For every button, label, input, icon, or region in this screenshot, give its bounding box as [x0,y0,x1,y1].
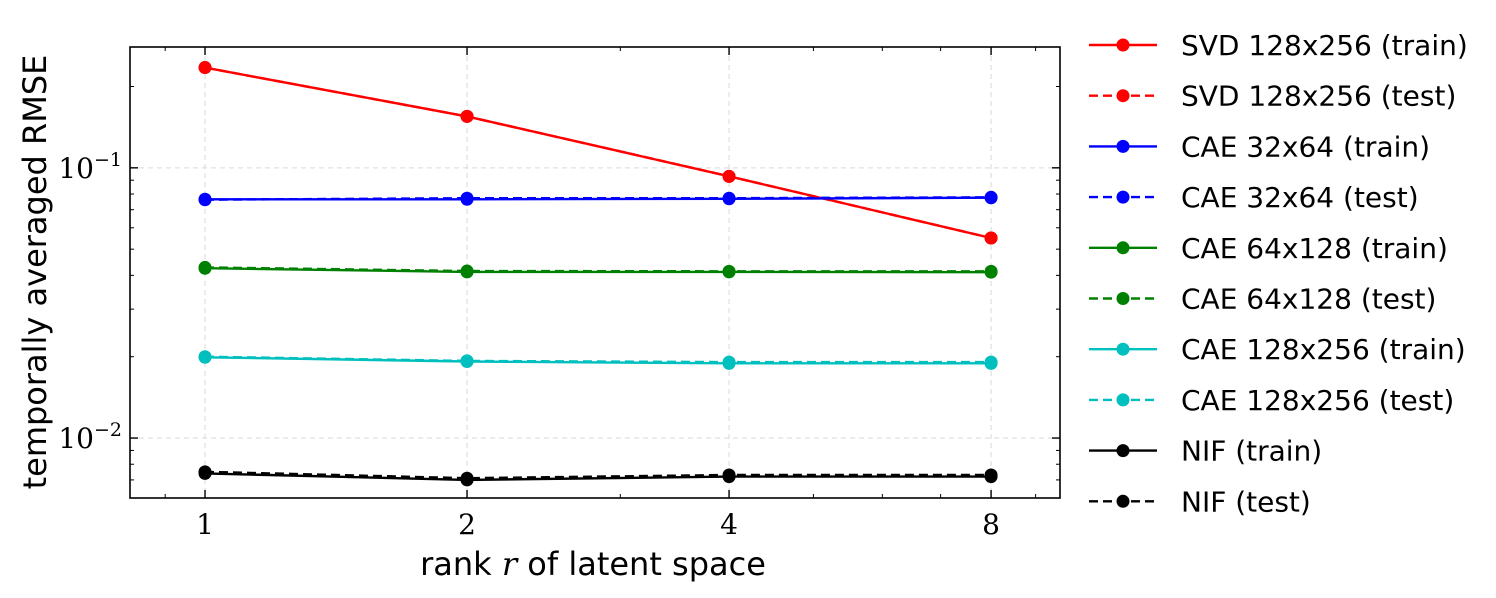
legend-marker [1116,190,1130,204]
series-point [460,354,474,368]
legend-item: NIF (train) [1089,435,1322,468]
y-tick-label: 10−1 [58,149,122,185]
legend-item: NIF (test) [1089,485,1311,518]
series-line [204,472,992,482]
legend-item: SVD 128x256 (test) [1089,80,1456,113]
legend-marker [1116,393,1130,407]
series-line [204,356,992,365]
y-tick-label-base: 10 [58,152,94,185]
series-point [198,61,212,75]
series-6 [198,350,998,370]
y-tick-label-base: 10 [58,422,94,455]
x-axis-label-suffix: of latent space [517,545,766,583]
y-tick-label: 10−2 [58,419,122,455]
legend: SVD 128x256 (train) SVD 128x256 (test) CAE… [1089,29,1468,518]
legend-label: CAE 128x256 (train) [1181,333,1466,366]
series-point [460,109,474,123]
legend-marker [1116,342,1130,356]
legend-marker [1116,139,1130,153]
series-point [984,231,998,245]
series-point [198,466,212,480]
series-point [460,265,474,279]
series-line [205,196,992,201]
series-8 [198,466,998,487]
x-tick-label: 2 [458,508,476,541]
series-point [460,192,474,206]
series-point [984,265,998,279]
legend-marker [1116,241,1130,255]
x-tick-label: 1 [196,508,214,541]
x-tick-label: 8 [982,508,1000,541]
series-point [984,356,998,370]
legend-label: CAE 64x128 (train) [1181,232,1448,265]
legend-label: NIF (test) [1181,485,1311,518]
series-point [198,261,212,275]
legend-item: CAE 64x128 (test) [1089,283,1436,316]
series-line [204,470,992,480]
series-point [460,473,474,487]
x-axis-label-variable: r [502,545,519,583]
legend-item: CAE 128x256 (test) [1089,384,1454,417]
legend-label: CAE 64x128 (test) [1181,283,1436,316]
legend-item: CAE 128x256 (train) [1089,333,1466,366]
plot-frame [129,46,1061,499]
ticks-layer: 1 2 4 810−110−2 [58,47,1060,541]
series-point [722,169,736,183]
legend-item: SVD 128x256 (train) [1089,29,1468,62]
series-line [204,66,992,240]
legend-marker [1116,444,1130,458]
y-tick-label-exponent: −2 [94,419,122,441]
series-point [722,265,736,279]
legend-label: CAE 128x256 (test) [1181,384,1454,417]
series-point [984,470,998,484]
series-point [722,192,736,206]
series-line [204,267,992,274]
legend-label: NIF (train) [1181,435,1322,468]
legend-label: SVD 128x256 (test) [1181,80,1456,113]
legend-item: CAE 64x128 (train) [1089,232,1448,265]
series-point [198,192,212,206]
legend-marker [1116,292,1130,305]
series-point [984,191,998,205]
y-tick-label-exponent: −1 [94,149,122,171]
series-point [722,470,736,484]
series-point [198,350,212,364]
series-layer [198,61,998,487]
series-line [204,66,992,240]
series-4 [198,261,998,279]
legend-label: CAE 32x64 (train) [1181,130,1430,163]
legend-marker [1116,38,1130,52]
x-axis-label: rank r of latent space [420,545,766,583]
legend-label: SVD 128x256 (train) [1181,29,1468,62]
legend-label: CAE 32x64 (test) [1181,181,1419,214]
legend-marker [1116,494,1130,508]
legend-marker [1116,89,1130,103]
series-point [722,356,736,370]
y-axis-label: temporally averaged RMSE [16,55,54,490]
series-0 [198,61,998,245]
x-axis-label-prefix: rank [420,545,502,583]
x-tick-label: 4 [720,508,738,541]
legend-item: CAE 32x64 (train) [1089,130,1430,163]
series-2 [198,191,998,206]
legend-item: CAE 32x64 (test) [1089,181,1419,214]
